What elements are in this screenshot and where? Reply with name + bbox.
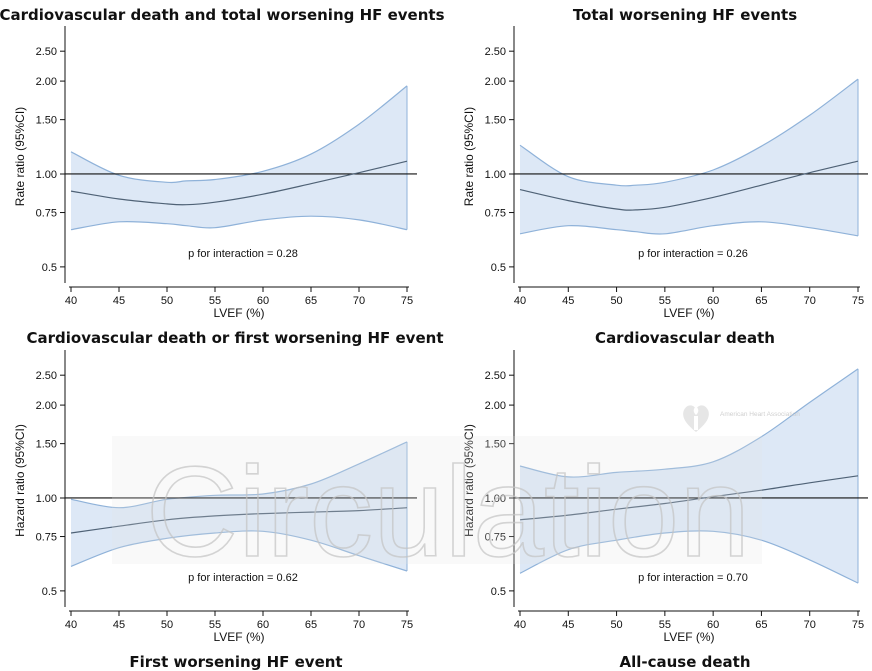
- y-tick-label: 1.00: [36, 169, 57, 181]
- panel-title-cv-death-total-hf: Cardiovascular death and total worsening…: [0, 6, 445, 24]
- x-tick-label: 45: [562, 295, 574, 307]
- ci-band: [71, 85, 407, 230]
- ci-band: [71, 441, 407, 571]
- panel-title-cv-death-first-hf: Cardiovascular death or first worsening …: [26, 329, 444, 347]
- chart-panel-3: 0.5 0.75 1.00 1.50 2.00 2.50 40 45 50 55 60 65 70 75 L…: [462, 350, 868, 644]
- y-tick-label: 0.5: [42, 586, 57, 598]
- x-axis-label: LVEF (%): [663, 630, 714, 644]
- x-tick-label: 55: [659, 295, 671, 307]
- x-tick-label: 45: [562, 619, 574, 631]
- x-tick-label: 60: [707, 295, 719, 307]
- chart-panel-0: 0.5 0.75 1.00 1.50 2.00 2.50 40 45 50 55 60 65 70 75 L…: [13, 26, 417, 320]
- estimate-line: [519, 475, 859, 521]
- x-tick-label: 50: [161, 619, 173, 631]
- y-tick-label: 0.5: [42, 262, 57, 274]
- x-tick-label: 55: [659, 619, 671, 631]
- estimate-line: [70, 507, 408, 534]
- x-tick-label: 50: [610, 295, 622, 307]
- x-tick-label: 45: [113, 295, 125, 307]
- x-tick-label: 40: [65, 295, 77, 307]
- y-tick-label: 1.00: [36, 493, 57, 505]
- x-tick-label: 65: [305, 295, 317, 307]
- y-axis-label: Hazard ratio (95%CI): [13, 424, 27, 537]
- y-tick-label: 2.00: [36, 400, 57, 412]
- panel-title-first-hf: First worsening HF event: [129, 653, 343, 671]
- p-interaction-annotation: p for interaction = 0.70: [638, 572, 748, 584]
- x-tick-label: 65: [755, 619, 767, 631]
- chart-panel-2: 0.5 0.75 1.00 1.50 2.00 2.50 40 45 50 55 60 65 70 75 L…: [13, 350, 417, 644]
- ci-band: [520, 368, 858, 584]
- y-axis-label: Rate ratio (95%CI): [462, 107, 476, 206]
- estimate-line: [519, 160, 859, 211]
- y-tick-label: 1.50: [36, 115, 57, 127]
- y-tick-label: 0.5: [491, 586, 506, 598]
- ci-lower-line: [70, 215, 408, 231]
- x-tick-label: 65: [305, 619, 317, 631]
- panel-title-all-cause-death: All-cause death: [619, 653, 751, 671]
- x-tick-label: 40: [514, 619, 526, 631]
- y-axis-label: Rate ratio (95%CI): [13, 107, 27, 206]
- x-tick-label: 75: [401, 295, 413, 307]
- x-tick-label: 70: [353, 619, 365, 631]
- x-tick-label: 40: [65, 619, 77, 631]
- y-tick-label: 2.50: [485, 370, 506, 382]
- y-tick-label: 2.00: [485, 400, 506, 412]
- x-axis-label: LVEF (%): [213, 630, 264, 644]
- ci-lower-line: [519, 221, 859, 237]
- x-tick-label: 50: [161, 295, 173, 307]
- x-tick-label: 75: [852, 619, 864, 631]
- y-tick-label: 1.00: [485, 493, 506, 505]
- x-tick-label: 65: [755, 295, 767, 307]
- estimate-line: [70, 160, 408, 206]
- y-tick-label: 2.00: [485, 76, 506, 88]
- y-tick-label: 0.75: [485, 532, 506, 544]
- x-tick-label: 60: [257, 619, 269, 631]
- y-tick-label: 1.00: [485, 169, 506, 181]
- x-tick-label: 60: [707, 619, 719, 631]
- ci-upper-line: [70, 441, 408, 509]
- x-tick-label: 55: [209, 295, 221, 307]
- y-tick-label: 2.50: [485, 46, 506, 58]
- x-tick-label: 70: [353, 295, 365, 307]
- ci-band: [520, 79, 858, 236]
- y-tick-label: 2.00: [36, 76, 57, 88]
- y-axis-label: Hazard ratio (95%CI): [462, 424, 476, 537]
- x-tick-label: 55: [209, 619, 221, 631]
- ci-lower-line: [519, 530, 859, 584]
- p-interaction-annotation: p for interaction = 0.62: [188, 572, 298, 584]
- x-tick-label: 40: [514, 295, 526, 307]
- y-tick-label: 2.50: [36, 370, 57, 382]
- x-tick-label: 45: [113, 619, 125, 631]
- x-tick-label: 50: [610, 619, 622, 631]
- y-tick-label: 1.50: [485, 439, 506, 451]
- y-tick-label: 1.50: [485, 115, 506, 127]
- x-tick-label: 75: [852, 295, 864, 307]
- y-tick-label: 1.50: [36, 439, 57, 451]
- x-tick-label: 70: [804, 619, 816, 631]
- panel-title-cv-death: Cardiovascular death: [595, 329, 775, 347]
- ci-upper-line: [70, 85, 408, 184]
- ci-lower-line: [70, 530, 408, 572]
- x-tick-label: 70: [804, 295, 816, 307]
- y-tick-label: 2.50: [36, 46, 57, 58]
- p-interaction-annotation: p for interaction = 0.28: [188, 248, 298, 260]
- panel-title-total-hf: Total worsening HF events: [572, 6, 798, 24]
- y-tick-label: 0.5: [491, 262, 506, 274]
- chart-panel-1: 0.5 0.75 1.00 1.50 2.00 2.50 40 45 50 55 60 65 70 75 L…: [462, 26, 868, 320]
- ci-upper-line: [519, 368, 859, 478]
- x-tick-label: 60: [257, 295, 269, 307]
- x-axis-label: LVEF (%): [663, 306, 714, 320]
- y-tick-label: 0.75: [36, 208, 57, 220]
- x-axis-label: LVEF (%): [213, 306, 264, 320]
- ci-upper-line: [519, 78, 859, 187]
- p-interaction-annotation: p for interaction = 0.26: [638, 248, 748, 260]
- x-tick-label: 75: [401, 619, 413, 631]
- y-tick-label: 0.75: [485, 208, 506, 220]
- y-tick-label: 0.75: [36, 532, 57, 544]
